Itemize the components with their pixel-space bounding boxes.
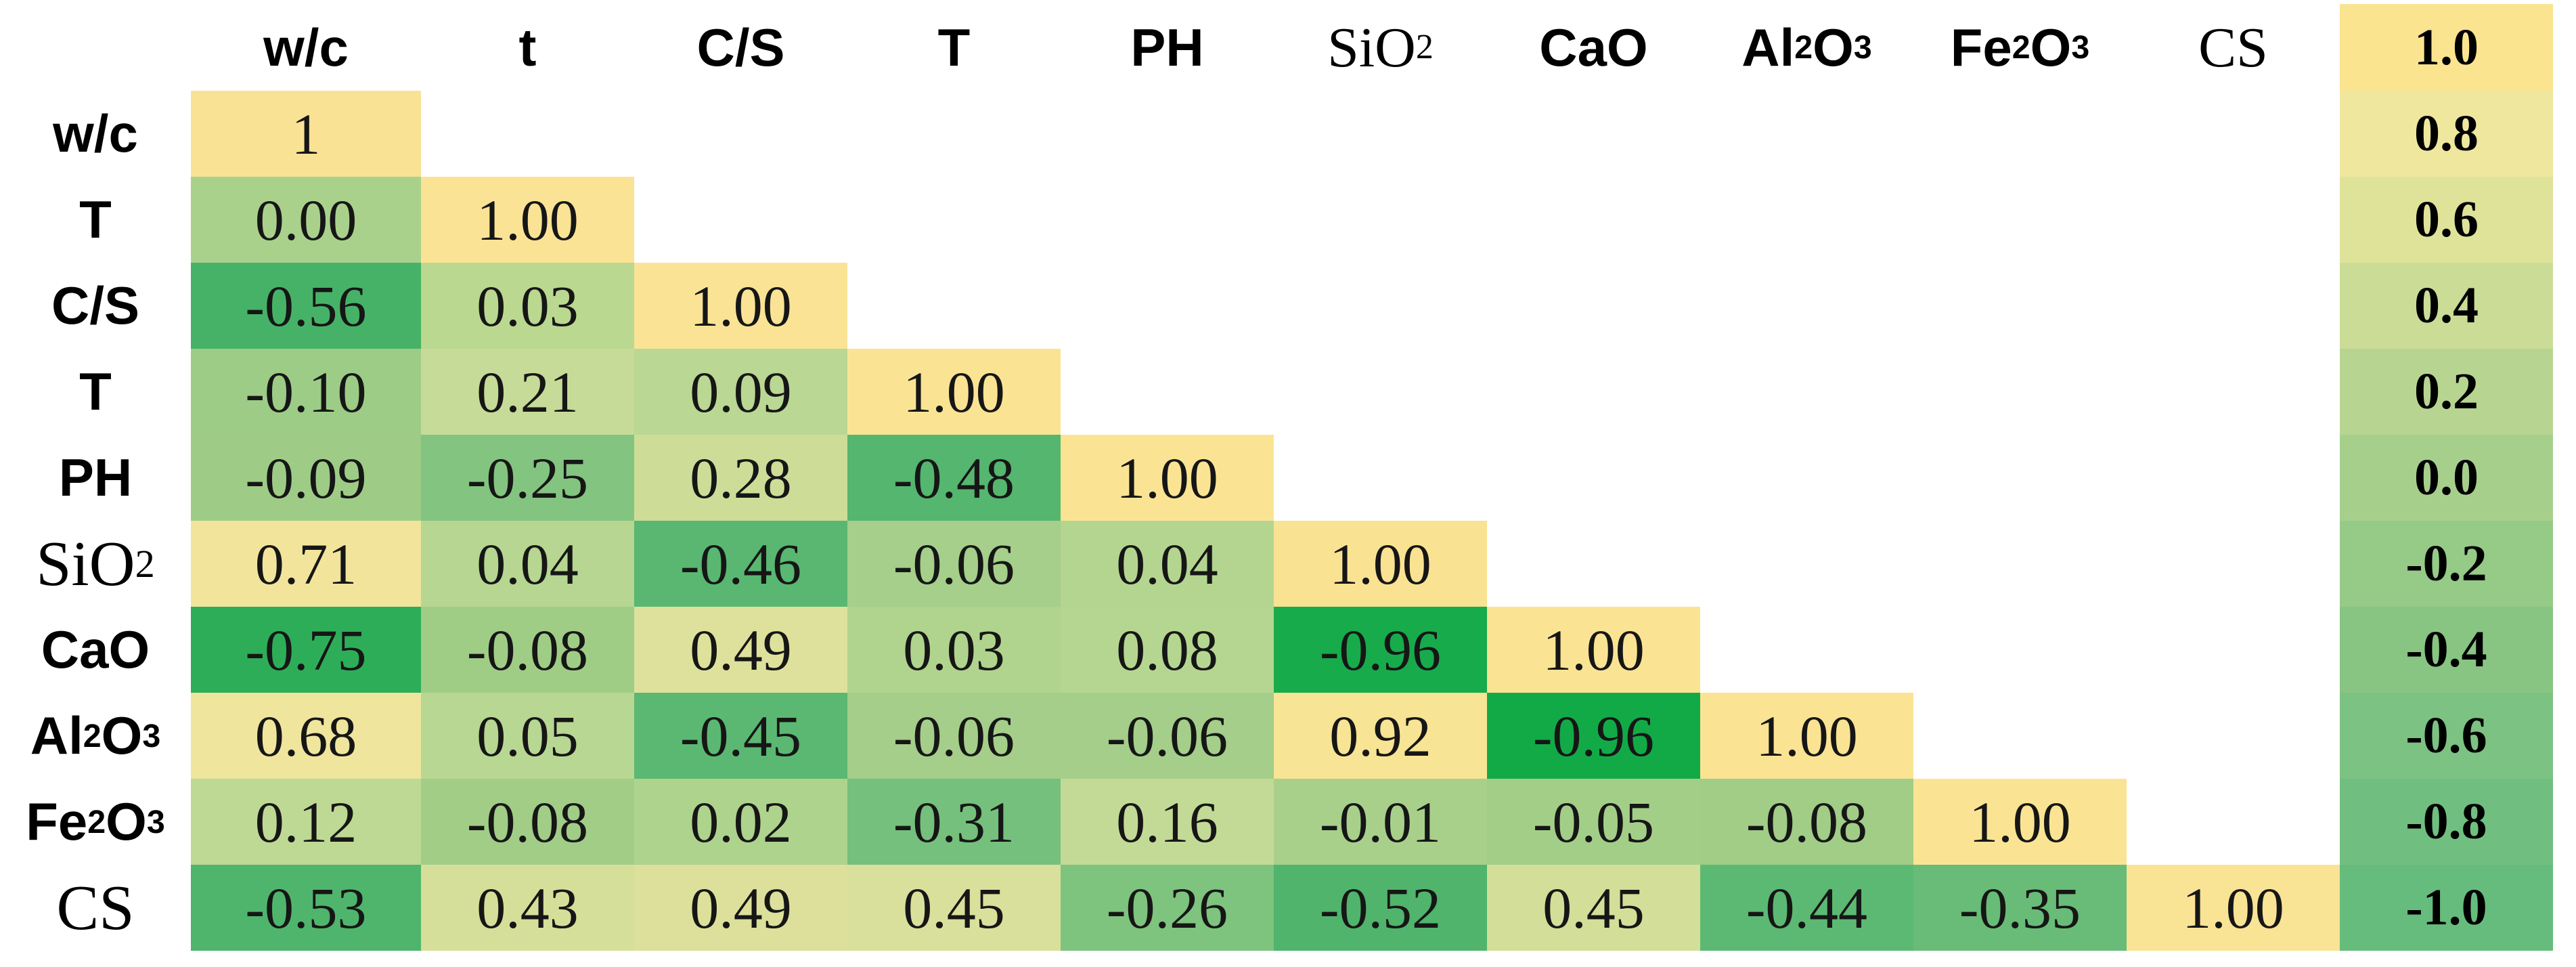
matrix-cell: -0.25 [421,435,634,521]
colorbar-segment: -1.0 [2340,865,2553,951]
matrix-cell: -0.26 [1061,865,1274,951]
matrix-cell: -0.10 [191,349,421,435]
column-header-3: T [937,17,971,77]
column-header-4: PH [1130,17,1204,77]
matrix-cell: 0.45 [847,865,1061,951]
matrix-cell: -0.75 [191,607,421,693]
matrix-cell: 0.02 [634,779,847,865]
colorbar-segment: -0.4 [2340,607,2553,693]
matrix-cell: -0.06 [847,693,1061,779]
matrix-cell: 0.49 [634,607,847,693]
matrix-cell: -0.48 [847,435,1061,521]
matrix-cell: -0.08 [1700,779,1913,865]
matrix-cell: 1.00 [1913,779,2127,865]
colorbar-segment: 0.2 [2340,349,2553,435]
row-label-4: PH [58,448,133,507]
matrix-cell: 1.00 [847,349,1061,435]
matrix-cell: 0.28 [634,435,847,521]
matrix-cell: 0.49 [634,865,847,951]
correlation-matrix: w/c t C/S T PH SiO 2 CaO Al 2 O 3 Fe 2 O 3 CS w/c 1 T 0.00 1.… [0,4,2553,951]
matrix-cell: 1.00 [1274,521,1487,607]
column-header-9: CS [2198,16,2268,79]
colorbar-segment: 0.8 [2340,91,2553,177]
matrix-cell: -0.53 [191,865,421,951]
matrix-cell: 0.45 [1487,865,1700,951]
matrix-cell: -0.46 [634,521,847,607]
matrix-cell: -0.08 [421,607,634,693]
row-label-8: Fe 2 O 3 [26,792,165,851]
matrix-cell: 1.00 [421,177,634,263]
colorbar-segment: 0.0 [2340,435,2553,521]
column-header-0: w/c [263,17,349,77]
matrix-cell: -0.09 [191,435,421,521]
row-label-3: T [79,362,112,421]
colorbar-segment: -0.6 [2340,693,2553,779]
matrix-cell: 0.21 [421,349,634,435]
matrix-cell: 0.08 [1061,607,1274,693]
matrix-cell: -0.05 [1487,779,1700,865]
colorbar-segment: -0.8 [2340,779,2553,865]
matrix-cell: 1 [191,91,421,177]
column-header-1: t [518,17,537,77]
colorbar-segment: 0.6 [2340,177,2553,263]
matrix-cell: 1.00 [634,263,847,349]
matrix-cell: -0.56 [191,263,421,349]
matrix-cell: 0.04 [421,521,634,607]
matrix-cell: 0.04 [1061,521,1274,607]
matrix-cell: 1.00 [1061,435,1274,521]
matrix-cell: 0.03 [421,263,634,349]
column-header-2: C/S [696,17,785,77]
matrix-cell: -0.35 [1913,865,2127,951]
column-header-5: SiO 2 [1327,16,1434,79]
row-label-2: C/S [51,276,140,335]
matrix-cell: -0.96 [1487,693,1700,779]
matrix-cell: 0.09 [634,349,847,435]
matrix-cell: 0.03 [847,607,1061,693]
matrix-cell: 0.12 [191,779,421,865]
row-label-1: T [79,190,112,249]
colorbar-segment: 1.0 [2340,4,2553,91]
matrix-cell: 0.05 [421,693,634,779]
colorbar-segment: -0.2 [2340,521,2553,607]
matrix-cell: -0.44 [1700,865,1913,951]
matrix-cell: 1.00 [1700,693,1913,779]
matrix-cell: -0.06 [847,521,1061,607]
colorbar-segment: 0.4 [2340,263,2553,349]
row-label-0: w/c [53,104,138,163]
matrix-cell: 0.68 [191,693,421,779]
column-header-7: Al 2 O 3 [1741,17,1872,77]
matrix-cell: 0.00 [191,177,421,263]
matrix-cell: -0.31 [847,779,1061,865]
matrix-cell: 0.71 [191,521,421,607]
column-header-6: CaO [1539,17,1648,77]
matrix-cell: -0.96 [1274,607,1487,693]
matrix-cell: -0.06 [1061,693,1274,779]
row-label-9: CS [56,872,135,943]
column-header-8: Fe 2 O 3 [1950,17,2090,77]
matrix-cell: 0.92 [1274,693,1487,779]
matrix-cell: 0.16 [1061,779,1274,865]
matrix-cell: 1.00 [2127,865,2340,951]
matrix-cell: -0.01 [1274,779,1487,865]
matrix-cell: 0.43 [421,865,634,951]
matrix-cell: 1.00 [1487,607,1700,693]
row-label-6: CaO [41,620,150,679]
row-label-5: SiO 2 [36,528,155,599]
row-label-7: Al 2 O 3 [30,706,161,765]
matrix-cell: -0.52 [1274,865,1487,951]
matrix-cell: -0.45 [634,693,847,779]
matrix-cell: -0.08 [421,779,634,865]
